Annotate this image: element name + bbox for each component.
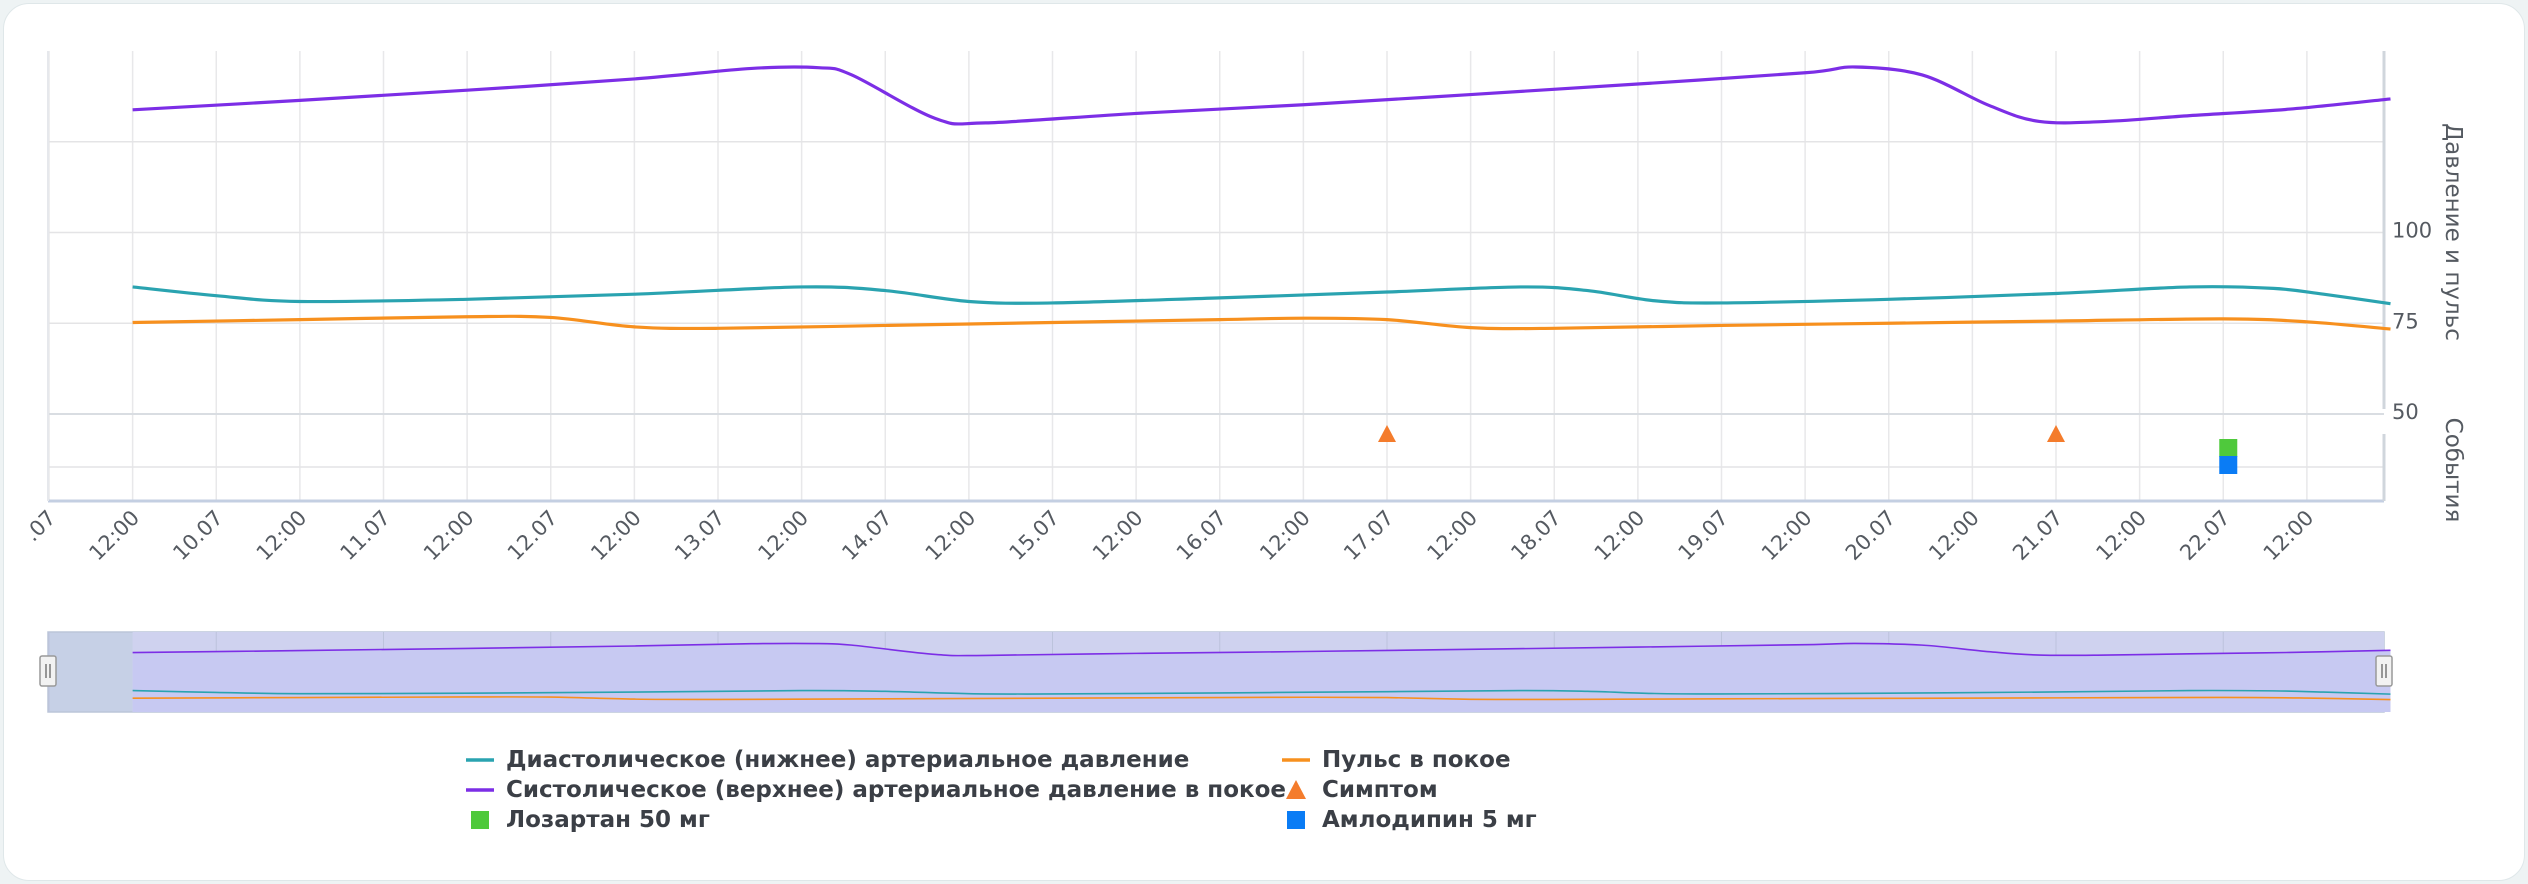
legend: Диастолическое (нижнее) артериальное дав… [466, 747, 1537, 833]
x-tick-label: 12:00 [586, 506, 646, 566]
y-axis-title: Давление и пульс [2440, 123, 2466, 341]
navigator-series-systolic [132, 642, 2391, 657]
x-tick-label: 15.07 [1005, 506, 1064, 565]
x-tick-label: 21.07 [2008, 506, 2067, 565]
navigator-series-pulse [132, 696, 2391, 701]
x-tick-label: 11.07 [336, 506, 395, 565]
symptom-marker[interactable] [1378, 425, 1396, 442]
x-tick-label: 12:00 [2091, 506, 2151, 566]
x-tick-label: 20.07 [1841, 506, 1900, 565]
x-tick-label: 12:00 [1757, 506, 1817, 566]
legend-label: Амлодипин 5 мг [1322, 807, 1537, 833]
x-tick-label: 22.07 [2175, 506, 2234, 565]
x-tick-label: 18.07 [1506, 506, 1565, 565]
x-tick-label: 10.07 [168, 506, 227, 565]
x-tick-label: 12:00 [84, 506, 144, 566]
x-tick-label: 12:00 [1088, 506, 1148, 566]
symptom-marker[interactable] [2047, 425, 2065, 442]
navigator-handle-left[interactable] [39, 655, 57, 687]
x-tick-label: .07 [20, 506, 61, 547]
x-tick-label: 12:00 [921, 506, 981, 566]
x-tick-label: 13.07 [670, 506, 729, 565]
amlodipine-marker[interactable] [2219, 456, 2238, 474]
legend-label: Диастолическое (нижнее) артериальное дав… [506, 747, 1189, 773]
legend-item[interactable]: Амлодипин 5 мг [1287, 807, 1537, 833]
x-tick-label: 12:00 [753, 506, 813, 566]
navigator-area [132, 643, 2391, 712]
legend-square-marker [471, 811, 489, 829]
legend-item[interactable]: Пульс в покое [1282, 747, 1511, 773]
chart-card: 100 75 50 Давление и пульс События .07 12:00 10… [3, 3, 2525, 881]
losartan-marker[interactable] [2219, 439, 2238, 457]
x-tick-label: 12:00 [2259, 506, 2319, 566]
blood-pressure-chart: 100 75 50 Давление и пульс События .07 12:00 10… [20, 51, 2466, 833]
legend-item[interactable]: Систолическое (верхнее) артериальное дав… [466, 777, 1286, 803]
legend-label: Лозартан 50 мг [506, 807, 710, 833]
x-tick-label: 19.07 [1674, 506, 1733, 565]
x-tick-label: 12.07 [503, 506, 562, 565]
navigator[interactable] [39, 631, 2393, 713]
x-tick-label: 14.07 [837, 506, 896, 565]
x-tick-label: 12:00 [1590, 506, 1650, 566]
series-line-systolic[interactable] [132, 65, 2391, 126]
x-tick-label: 12:00 [1422, 506, 1482, 566]
legend-label: Симптом [1322, 777, 1438, 803]
x-tick-label: 16.07 [1172, 506, 1231, 565]
x-tick-label: 12:00 [1255, 506, 1315, 566]
legend-label: Систолическое (верхнее) артериальное дав… [506, 777, 1286, 803]
events-axis-title: События [2440, 418, 2466, 523]
y-tick-label: 100 [2392, 219, 2432, 243]
series-line-diastolic[interactable] [132, 285, 2391, 306]
legend-triangle-marker [1286, 780, 1306, 799]
navigator-series-diastolic [132, 689, 2391, 695]
series-line-pulse[interactable] [132, 314, 2391, 331]
legend-square-marker [1287, 811, 1305, 829]
legend-item[interactable]: Лозартан 50 мг [471, 807, 710, 833]
y-tick-label: 75 [2392, 309, 2419, 333]
x-tick-label: 12:00 [419, 506, 479, 566]
legend-item[interactable]: Диастолическое (нижнее) артериальное дав… [466, 747, 1189, 773]
grid [47, 51, 2386, 503]
legend-label: Пульс в покое [1322, 747, 1511, 773]
x-tick-label: 12:00 [1924, 506, 1984, 566]
y-tick-label: 50 [2392, 400, 2419, 424]
legend-item[interactable]: Симптом [1286, 777, 1438, 803]
x-tick-label: 17.07 [1339, 506, 1398, 565]
x-tick-label: 12:00 [252, 506, 312, 566]
navigator-handle-right[interactable] [2375, 655, 2393, 687]
